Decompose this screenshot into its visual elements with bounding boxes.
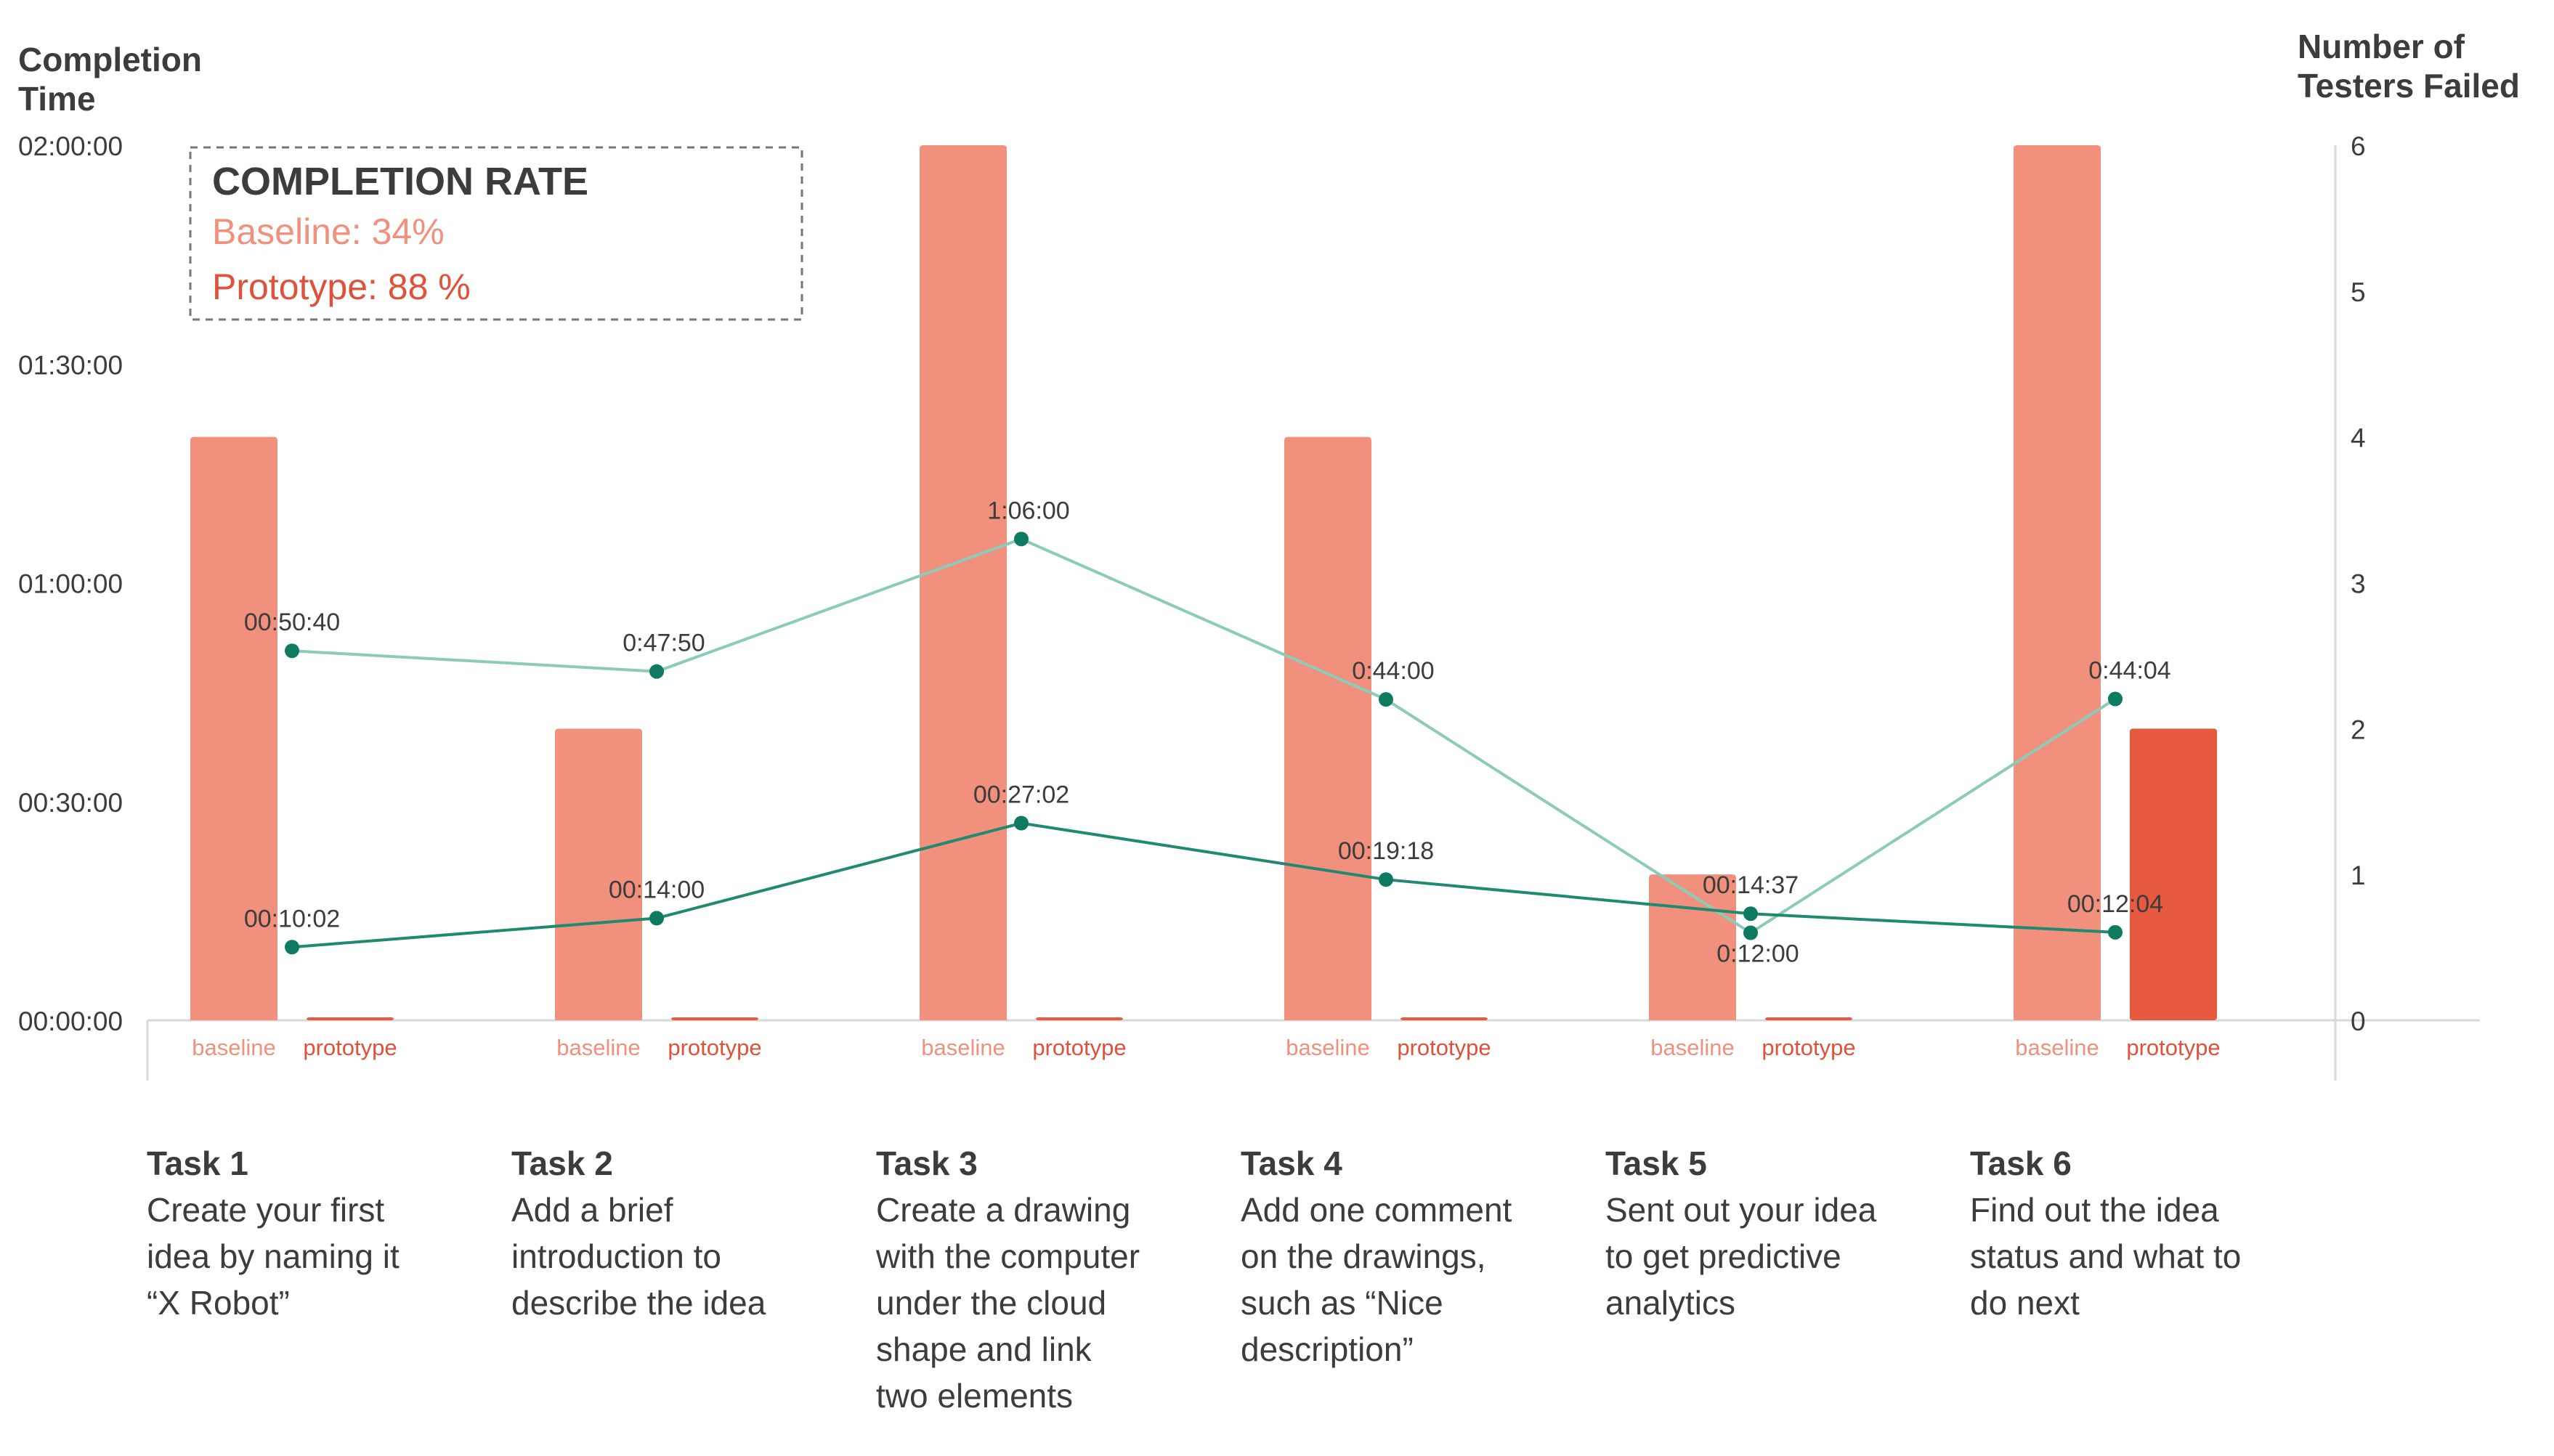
task-description-line: idea by naming it — [147, 1237, 400, 1275]
task-title: Task 1 — [147, 1144, 248, 1182]
bar-label-prototype: prototype — [1032, 1035, 1126, 1060]
line-point — [1379, 692, 1393, 707]
line-point — [1379, 872, 1393, 887]
task-description-line: Find out the idea — [1970, 1191, 2219, 1229]
task-title: Task 2 — [511, 1144, 613, 1182]
task-description-line: such as “Nice — [1241, 1284, 1443, 1322]
y-left-title-line-2: Time — [18, 80, 96, 118]
task-description-line: “X Robot” — [147, 1284, 290, 1322]
y-left-tick-label: 00:30:00 — [18, 788, 123, 818]
task-description-line: describe the idea — [511, 1284, 766, 1322]
point-label: 00:50:40 — [244, 609, 340, 636]
bar-prototype — [1400, 1017, 1488, 1020]
bar-label-baseline: baseline — [921, 1035, 1005, 1060]
task-description-line: Add a brief — [511, 1191, 673, 1229]
bar-baseline — [190, 436, 277, 1020]
point-label: 00:14:37 — [1703, 871, 1799, 899]
bar-label-baseline: baseline — [1650, 1035, 1734, 1060]
task-description-line: to get predictive — [1605, 1237, 1841, 1275]
line-point — [285, 940, 299, 955]
point-label: 00:27:02 — [973, 781, 1069, 809]
task-description-line: description” — [1241, 1330, 1414, 1368]
point-label: 0:12:00 — [1716, 940, 1799, 968]
task-description-line: Sent out your idea — [1605, 1191, 1877, 1229]
line-series-prototype — [291, 821, 2116, 949]
y-left-tick-label: 01:30:00 — [18, 350, 123, 380]
task-title: Task 3 — [876, 1144, 978, 1182]
task-title: Task 4 — [1241, 1144, 1342, 1182]
bar-prototype — [671, 1017, 758, 1020]
bar-label-prototype: prototype — [1762, 1035, 1855, 1060]
bar-prototype — [2130, 728, 2217, 1020]
point-label: 00:19:18 — [1338, 837, 1434, 865]
line-point — [2108, 691, 2123, 707]
point-label: 1:06:00 — [987, 497, 1069, 524]
point-label: 0:44:00 — [1352, 657, 1434, 685]
task-description-line: shape and link — [876, 1330, 1092, 1368]
task-description-line: analytics — [1605, 1284, 1735, 1322]
task-description-line: introduction to — [511, 1237, 721, 1275]
bar-baseline — [920, 145, 1007, 1020]
task-description-line: with the computer — [875, 1237, 1140, 1275]
completion-rate-heading: COMPLETION RATE — [212, 160, 588, 203]
completion-rate-prototype: Prototype: 88 % — [212, 267, 471, 307]
y-right-tick-label: 5 — [2351, 277, 2366, 307]
y-right-tick-label: 4 — [2351, 423, 2366, 453]
y-left-tick-label: 00:00:00 — [18, 1006, 123, 1036]
y-right-tick-label: 3 — [2351, 569, 2366, 599]
task-description-line: status and what to — [1970, 1237, 2241, 1275]
point-label: 00:12:04 — [2067, 890, 2163, 918]
bar-label-prototype: prototype — [1397, 1035, 1491, 1060]
bar-prototype — [1036, 1017, 1123, 1020]
bar-label-baseline: baseline — [556, 1035, 640, 1060]
line-series-baseline — [291, 537, 2117, 935]
line-point — [1014, 816, 1029, 831]
y-right-title-line-1: Number of — [2298, 28, 2465, 65]
task-description-line: do next — [1970, 1284, 2080, 1322]
y-left-title-line-1: Completion — [18, 41, 202, 78]
completion-rate-baseline: Baseline: 34% — [212, 211, 445, 252]
bar-label-baseline: baseline — [1286, 1035, 1369, 1060]
y-right-tick-label: 1 — [2351, 861, 2366, 890]
task-description-line: Create a drawing — [876, 1191, 1130, 1229]
task-description-line: under the cloud — [876, 1284, 1106, 1322]
completion-rate-box — [189, 146, 803, 321]
point-label: 00:10:02 — [244, 905, 340, 932]
bar-label-prototype: prototype — [2126, 1035, 2220, 1060]
bar-baseline — [555, 728, 642, 1020]
task-title: Task 5 — [1605, 1144, 1707, 1182]
bar-label-prototype: prototype — [668, 1035, 761, 1060]
line-point — [1743, 906, 1758, 922]
line-point — [1014, 532, 1029, 547]
y-left-tick-label: 02:00:00 — [18, 131, 123, 161]
bar-prototype — [1765, 1017, 1852, 1020]
bar-label-baseline: baseline — [2015, 1035, 2099, 1060]
point-label: 00:14:00 — [609, 876, 705, 903]
point-label: 0:47:50 — [623, 630, 705, 657]
y-right-tick-label: 2 — [2351, 715, 2366, 744]
bar-label-baseline: baseline — [192, 1035, 275, 1060]
y-right-tick-label: 6 — [2351, 131, 2366, 161]
bar-baseline — [1284, 436, 1371, 1020]
task-title: Task 6 — [1970, 1144, 2072, 1182]
task-description-line: Add one comment — [1241, 1191, 1512, 1229]
line-point — [1743, 925, 1758, 940]
bar-prototype — [307, 1017, 394, 1020]
y-right-tick-label: 0 — [2351, 1006, 2366, 1036]
task-description-line: Create your first — [147, 1191, 384, 1229]
task-description-line: two elements — [876, 1377, 1073, 1415]
bar-baseline — [2014, 145, 2101, 1020]
line-point — [649, 911, 664, 926]
task-description-line: on the drawings, — [1241, 1237, 1486, 1275]
y-left-tick-label: 01:00:00 — [18, 569, 123, 599]
point-label: 0:44:04 — [2088, 656, 2170, 684]
y-right-title-line-2: Testers Failed — [2298, 67, 2520, 105]
line-point — [285, 643, 299, 659]
line-point — [2108, 924, 2123, 940]
bar-label-prototype: prototype — [303, 1035, 397, 1060]
line-point — [649, 664, 664, 679]
